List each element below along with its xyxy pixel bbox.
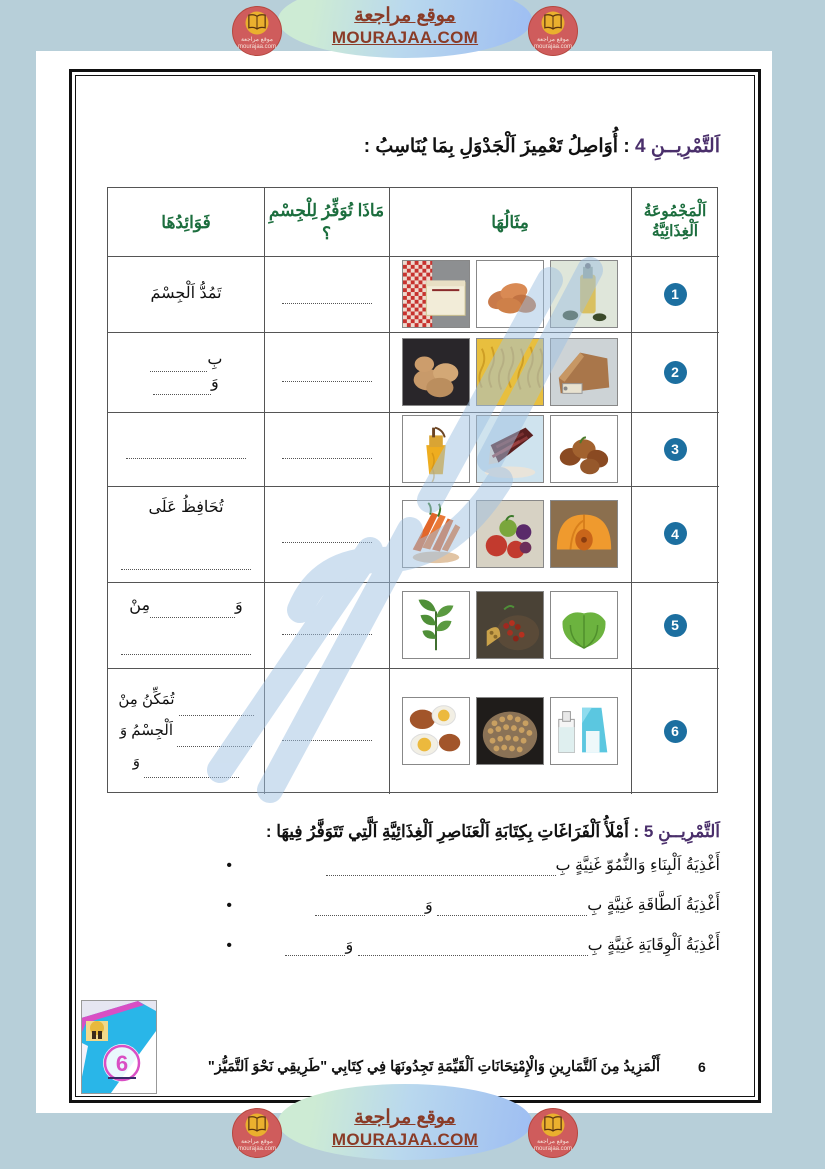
svg-text:6: 6	[116, 1051, 128, 1076]
